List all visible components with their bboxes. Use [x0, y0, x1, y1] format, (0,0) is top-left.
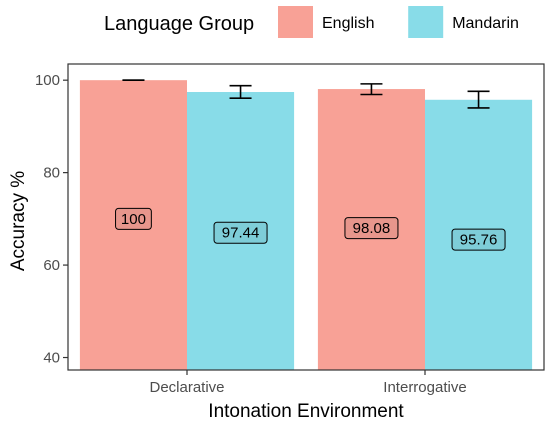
data-label-box [451, 228, 506, 251]
legend-label-mandarin: Mandarin [452, 15, 519, 32]
data-label-text: 95.76 [460, 232, 498, 249]
error-bar-english-interrogative [360, 83, 383, 96]
y-tick-label: 60 [43, 257, 60, 274]
data-label-box [344, 217, 399, 240]
legend-key-mandarin [408, 6, 444, 38]
legend: Language Group English Mandarin [104, 6, 519, 38]
legend-title: Language Group [104, 13, 254, 35]
error-bar-mandarin-declarative [229, 84, 252, 100]
y-axis-title: Accuracy % [8, 171, 29, 271]
y-tick-label: 80 [43, 165, 60, 182]
x-tick-label: Declarative [149, 379, 224, 396]
y-tick-label: 40 [43, 350, 60, 367]
legend-key-english [278, 6, 313, 38]
data-label-box [115, 207, 152, 230]
data-label-mandarin-declarative: 97.44 [213, 221, 268, 244]
data-label-text: 100 [121, 211, 146, 228]
legend-label-english: English [322, 15, 374, 32]
plot-area: 100 98.08 97.44 95.76 40 60 80 100 Declarative In… [35, 63, 545, 396]
data-label-box [213, 221, 268, 244]
data-label-english-declarative: 100 [115, 207, 152, 230]
y-tick-label: 100 [35, 72, 60, 89]
panel-border [67, 63, 545, 371]
x-tick-label: Interrogative [383, 379, 466, 396]
data-label-text: 98.08 [353, 220, 391, 237]
x-axis-title: Intonation Environment [208, 401, 404, 422]
data-label-text: 97.44 [222, 225, 260, 242]
data-label-mandarin-interrogative: 95.76 [451, 228, 506, 251]
data-label-english-interrogative: 98.08 [344, 217, 399, 240]
error-bar-mandarin-interrogative [467, 90, 490, 109]
